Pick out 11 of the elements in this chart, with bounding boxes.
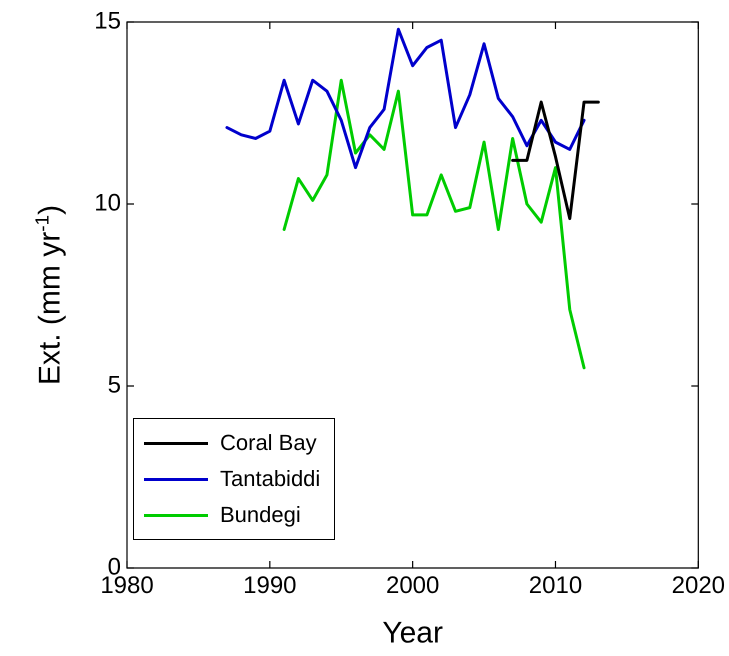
x-tick-label: 2000 bbox=[386, 572, 440, 600]
x-tick-label: 1990 bbox=[243, 572, 297, 600]
y-tick-label: 10 bbox=[94, 190, 121, 217]
x-tick-label: 2010 bbox=[528, 572, 582, 600]
legend-label: Tantabiddi bbox=[220, 466, 320, 492]
x-axis-title: Year bbox=[382, 616, 443, 650]
y-tick-label: 5 bbox=[108, 372, 121, 399]
y-tick-label: 15 bbox=[94, 8, 121, 35]
x-tick-label: 2020 bbox=[672, 572, 725, 600]
legend-label: Bundegi bbox=[220, 502, 301, 528]
legend-label: Coral Bay bbox=[220, 430, 317, 456]
